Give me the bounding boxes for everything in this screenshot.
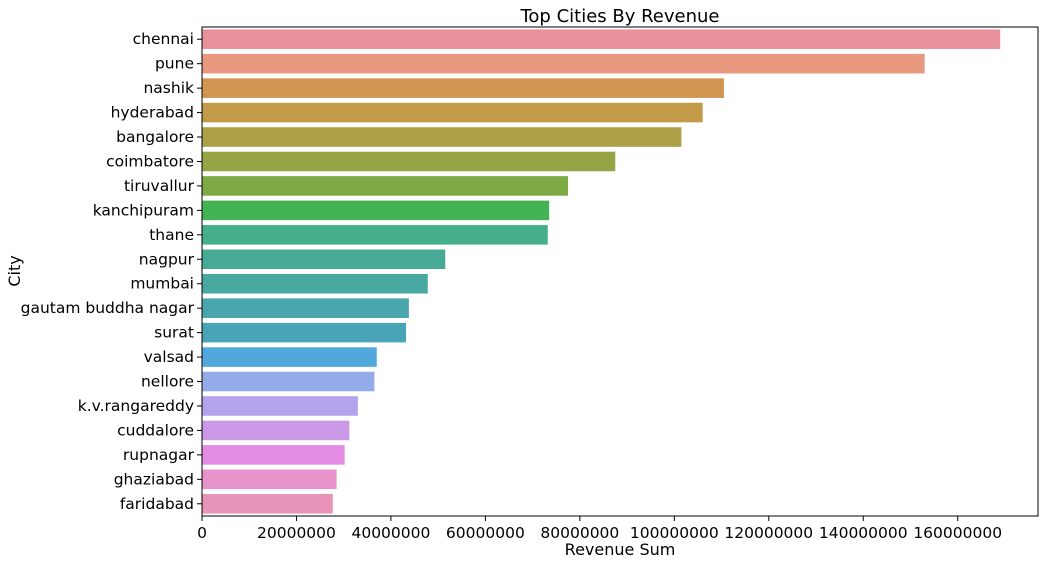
x-tick-label: 60000000 — [446, 524, 525, 542]
y-tick-label: cuddalore — [117, 421, 194, 439]
x-tick-label: 20000000 — [257, 524, 336, 542]
y-tick-label: nashik — [143, 79, 194, 97]
x-tick-label: 100000000 — [630, 524, 719, 542]
y-tick-label: surat — [154, 324, 194, 342]
x-tick-label: 80000000 — [540, 524, 619, 542]
bar-cuddalore — [202, 420, 350, 441]
bar-ghaziabad — [202, 469, 337, 490]
bar-bangalore — [202, 127, 682, 147]
y-tick-label: nagpur — [139, 250, 195, 268]
chart-title: Top Cities By Revenue — [519, 6, 719, 27]
x-tick-label: 0 — [197, 524, 207, 542]
x-axis-label: Revenue Sum — [565, 540, 676, 559]
plot-frame — [201, 26, 1039, 517]
y-tick-label: faridabad — [120, 495, 194, 513]
y-tick-label: bangalore — [116, 128, 194, 146]
y-axis-label: City — [5, 255, 24, 286]
y-tick-label: tiruvallur — [124, 177, 195, 195]
y-tick-label: thane — [149, 226, 194, 244]
bar-kanchipuram — [202, 200, 550, 221]
bar-rupnagar — [202, 445, 345, 465]
bar-faridabad — [202, 493, 333, 514]
bar-chennai — [202, 29, 1001, 50]
y-tick-label: mumbai — [130, 275, 194, 293]
y-tick-label: hyderabad — [111, 104, 194, 122]
y-tick-label: pune — [155, 55, 194, 73]
x-tick-label: 160000000 — [913, 524, 1002, 542]
bar-valsad — [202, 347, 377, 367]
x-tick-label: 140000000 — [819, 524, 908, 542]
bar-coimbatore — [202, 151, 616, 172]
bar-nashik — [202, 78, 724, 98]
bars-layer — [202, 29, 1001, 514]
bar-hyderabad — [202, 102, 703, 123]
bar-surat — [202, 322, 407, 343]
y-tick-label: kanchipuram — [93, 201, 194, 219]
x-tick-label: 120000000 — [724, 524, 813, 542]
bar-nagpur — [202, 249, 446, 270]
y-tick-label: nellore — [141, 373, 194, 391]
y-tick-label: ghaziabad — [114, 470, 194, 488]
y-tick-label: valsad — [144, 348, 194, 366]
x-tick-label: 40000000 — [351, 524, 430, 542]
bar-nellore — [202, 371, 375, 392]
y-tick-label: chennai — [133, 30, 194, 48]
y-tick-label: rupnagar — [123, 446, 195, 464]
x-axis-ticks: 0 20000000 40000000 60000000 80000000 1000000… — [197, 516, 1002, 542]
y-tick-label: k.v.rangareddy — [78, 397, 194, 415]
bar-k-v-rangareddy — [202, 396, 358, 416]
bar-gautam-buddha-nagar — [202, 298, 409, 318]
bar-thane — [202, 225, 548, 245]
bar-mumbai — [202, 273, 428, 294]
y-tick-label: gautam buddha nagar — [21, 299, 195, 317]
y-axis-ticks: chennai pune nashik hyderabad bangalore coimb… — [21, 30, 202, 513]
bar-pune — [202, 53, 925, 74]
bar-tiruvallur — [202, 176, 569, 196]
y-tick-label: coimbatore — [106, 152, 194, 170]
